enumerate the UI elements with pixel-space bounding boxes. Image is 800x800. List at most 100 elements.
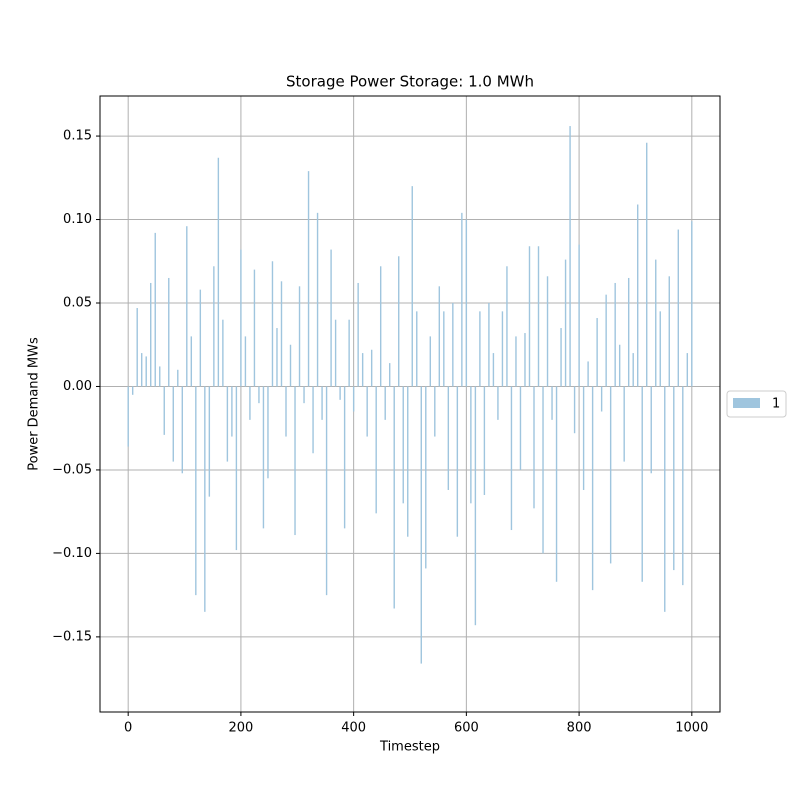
y-tick-label: 0.10 xyxy=(63,212,92,227)
chart-title: Storage Power Storage: 1.0 MWh xyxy=(286,73,534,91)
bar xyxy=(546,276,549,387)
bar xyxy=(483,386,486,495)
bar xyxy=(461,212,463,387)
y-axis-label: Power Demand MWs xyxy=(27,337,42,471)
bar xyxy=(443,311,445,387)
bar xyxy=(614,282,616,387)
bar xyxy=(303,386,305,404)
bar xyxy=(222,319,224,387)
bar xyxy=(664,386,666,612)
bar xyxy=(186,226,188,387)
bar xyxy=(515,336,517,387)
bar xyxy=(519,386,522,470)
bar xyxy=(307,171,310,387)
bar xyxy=(141,353,143,387)
bar xyxy=(605,294,607,387)
bar xyxy=(668,276,670,387)
bar xyxy=(573,386,576,434)
y-tick-label: −0.10 xyxy=(52,546,92,561)
bar xyxy=(262,386,265,529)
bar xyxy=(168,277,170,387)
bar xyxy=(181,386,183,474)
bar xyxy=(470,386,472,504)
bar xyxy=(330,249,332,387)
bar xyxy=(524,333,526,387)
bar xyxy=(686,353,689,387)
bar xyxy=(199,289,202,387)
bar xyxy=(591,386,594,591)
bar xyxy=(429,336,431,387)
bar xyxy=(361,353,364,387)
bar xyxy=(379,266,382,387)
bar xyxy=(285,386,287,437)
bar xyxy=(564,259,567,387)
bar xyxy=(208,386,211,497)
y-tick-label: −0.15 xyxy=(52,629,92,644)
bar xyxy=(204,386,206,612)
bar xyxy=(334,319,337,387)
bar xyxy=(492,353,495,387)
bar xyxy=(465,219,468,387)
bar xyxy=(249,386,251,420)
bar xyxy=(131,386,134,395)
bar xyxy=(294,386,296,536)
y-tick-label: 0.05 xyxy=(63,296,92,311)
bar xyxy=(578,244,580,387)
bar xyxy=(623,386,625,462)
bar xyxy=(650,386,652,474)
bar xyxy=(609,386,612,564)
bar xyxy=(253,269,256,387)
bar xyxy=(352,386,355,412)
bar xyxy=(618,344,621,387)
bar xyxy=(398,256,400,387)
bar xyxy=(425,386,427,569)
bar xyxy=(637,204,639,387)
bar xyxy=(258,386,260,404)
bar xyxy=(632,353,634,387)
bar xyxy=(542,386,544,554)
bar xyxy=(673,386,675,571)
x-tick-label: 0 xyxy=(124,721,132,736)
bar xyxy=(393,386,395,609)
bar xyxy=(289,344,292,387)
bar xyxy=(420,386,422,664)
bar xyxy=(479,311,481,387)
bar xyxy=(600,386,603,412)
bar xyxy=(267,386,269,479)
bar xyxy=(370,349,373,387)
bar xyxy=(456,386,459,537)
bar xyxy=(488,303,490,387)
bar xyxy=(528,246,531,387)
bar xyxy=(474,386,477,626)
bar xyxy=(537,246,540,387)
bar xyxy=(325,386,328,596)
bar xyxy=(407,386,409,537)
x-axis-label: Timestep xyxy=(379,740,440,755)
bar xyxy=(389,363,391,387)
bar xyxy=(677,229,679,387)
bar xyxy=(587,361,589,387)
y-tick-label: −0.05 xyxy=(52,462,92,477)
bar xyxy=(127,386,129,447)
bar xyxy=(298,286,301,387)
bar xyxy=(316,212,319,387)
y-tick-label: 0.15 xyxy=(63,129,92,144)
bar xyxy=(655,259,657,387)
bar xyxy=(434,386,436,437)
x-tick-label: 600 xyxy=(454,721,479,736)
bar xyxy=(163,386,165,435)
bar xyxy=(627,277,630,387)
bar xyxy=(343,386,346,529)
bar xyxy=(177,369,179,387)
plot-frame xyxy=(99,95,721,713)
bar xyxy=(452,303,454,387)
legend-swatch xyxy=(733,398,760,408)
bar xyxy=(569,126,571,387)
x-tick-label: 200 xyxy=(228,721,253,736)
bar xyxy=(154,232,156,387)
bar xyxy=(533,386,535,509)
legend-label: 1 xyxy=(772,397,780,412)
bar xyxy=(280,281,283,387)
bar xyxy=(145,356,147,387)
bar xyxy=(555,386,558,582)
